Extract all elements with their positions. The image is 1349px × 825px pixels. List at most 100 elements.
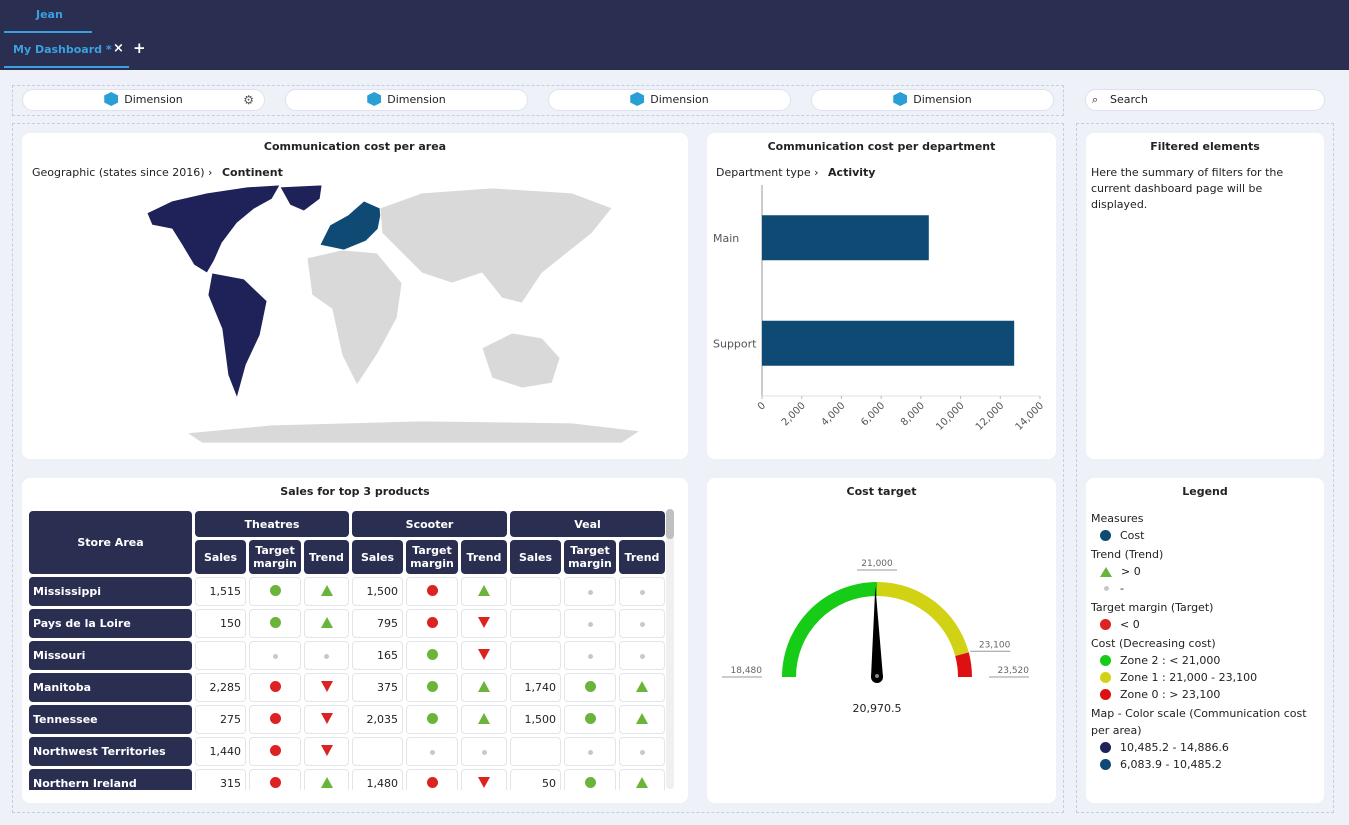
close-tab[interactable]: × [113, 41, 124, 56]
gauge-value: 20,970.5 [853, 702, 902, 715]
user-tab[interactable]: Jean [36, 8, 63, 21]
y-tick-label: Support [713, 337, 757, 350]
crumb[interactable]: Geographic (states since 2016) [32, 166, 205, 179]
gauge-zone [955, 652, 972, 677]
bar-chart: 0 2,000 4,000 6,000 8,000 10,000 12,000 14,000 M… [713, 185, 1047, 433]
gauge-label: 21,000 [861, 559, 893, 569]
cell: 315 [195, 769, 246, 790]
legend-label: Cost [1120, 529, 1145, 542]
continent-europe[interactable] [319, 200, 383, 251]
side-area [1076, 123, 1334, 813]
x-tick-label: 8,000 [899, 400, 927, 428]
row-header: Pays de la Loire [29, 609, 192, 638]
filters-text: Here the summary of filters for the curr… [1091, 166, 1284, 211]
panel-title: Communication cost per area [263, 140, 447, 153]
sub-header: Trend [304, 540, 349, 574]
scrollbar[interactable] [666, 509, 674, 789]
cell: 1,500 [352, 577, 403, 606]
top-bar: Jean My Dashboard * × + [0, 0, 1349, 70]
breadcrumb: Department type › Activity [716, 166, 876, 179]
gauge-zone [782, 582, 877, 677]
legend-swatch [1100, 530, 1111, 541]
continent-greenland[interactable] [279, 184, 323, 212]
gauge-label: 23,520 [998, 666, 1030, 676]
dimension-button[interactable]: Dimension ⚙ [22, 89, 265, 111]
gauge-label: 23,100 [979, 640, 1011, 650]
tab-underline [4, 31, 92, 33]
legend-list: Measures Cost Trend (Trend) > 0 - Target marg… [1091, 510, 1319, 773]
table-viewport: Store Area Theatres Scooter Veal Sales Targe… [26, 508, 670, 790]
legend-swatch [1100, 759, 1111, 770]
continent-north-america[interactable] [146, 184, 281, 274]
legend-swatch [1100, 566, 1112, 577]
legend-label: Zone 0 : > 23,100 [1120, 688, 1221, 701]
dimension-button[interactable]: Dimension [548, 89, 791, 111]
dimension-label: Dimension [387, 93, 446, 106]
sub-header: Sales [352, 540, 403, 574]
legend-group-title: Trend (Trend) [1091, 548, 1164, 561]
x-tick-label: 2,000 [780, 400, 808, 428]
sub-header: Sales [510, 540, 561, 574]
search-box[interactable]: ⌕ Search [1085, 89, 1325, 111]
dimension-button[interactable]: Dimension [811, 89, 1054, 111]
legend-group-title: Map - Color scale (Communication cost pe… [1091, 707, 1307, 737]
dashboard-tab[interactable]: My Dashboard * [13, 43, 112, 56]
x-tick-label: 0 [756, 400, 768, 412]
y-tick-label: Main [713, 232, 739, 245]
tab-underline [4, 66, 129, 68]
gauge-zone [877, 582, 969, 657]
cell: 795 [352, 609, 403, 638]
sub-header: Target margin [564, 540, 616, 574]
continent-asia[interactable] [379, 187, 613, 304]
panel-title: Cost target [846, 485, 917, 498]
sub-header: Trend [461, 540, 507, 574]
cell: 2,035 [352, 705, 403, 734]
panel-title: Filtered elements [1150, 140, 1260, 153]
cell: 1,480 [352, 769, 403, 790]
panel-title: Legend [1182, 485, 1228, 498]
sub-header: Sales [195, 540, 246, 574]
column-header: Veal [510, 511, 665, 537]
x-tick-label: 14,000 [1014, 400, 1047, 433]
dimension-button[interactable]: Dimension [285, 89, 528, 111]
cell: 275 [195, 705, 246, 734]
legend-swatch [1100, 619, 1111, 630]
legend-swatch [1104, 586, 1109, 591]
row-header: Northern Ireland [29, 769, 192, 790]
add-tab[interactable]: + [133, 39, 146, 57]
legend-swatch [1100, 655, 1111, 666]
x-tick-label: 12,000 [974, 400, 1007, 433]
legend-swatch [1100, 689, 1111, 700]
crumb[interactable]: Department type [716, 166, 811, 179]
legend-item: Zone 1 : 21,000 - 23,100 [1091, 669, 1319, 686]
legend-group-title: Measures [1091, 512, 1144, 525]
world-map [146, 184, 642, 444]
bar [762, 215, 929, 261]
row-header: Tennessee [29, 705, 192, 734]
gauge-panel: Cost target 18,480 21,000 23,100 23,520 20,9… [707, 478, 1056, 803]
legend-swatch [1100, 742, 1111, 753]
continent-south-america[interactable] [207, 272, 268, 400]
x-tick-label: 10,000 [934, 400, 967, 433]
legend-item: Zone 0 : > 23,100 [1091, 686, 1319, 703]
continent-antarctica[interactable] [185, 420, 642, 444]
legend-swatch [1100, 672, 1111, 683]
column-header: Store Area [29, 511, 192, 574]
dimension-label: Dimension [124, 93, 183, 106]
filters-panel: Filtered elements Here the summary of fi… [1086, 133, 1324, 459]
row-header: Missouri [29, 641, 192, 670]
legend-item: < 0 [1091, 616, 1319, 633]
continent-oceania[interactable] [481, 332, 561, 389]
legend-label: Zone 1 : 21,000 - 23,100 [1120, 671, 1258, 684]
cell: 1,740 [510, 673, 561, 702]
continent-africa[interactable] [306, 249, 403, 386]
bar-chart-panel: Communication cost per department Depart… [707, 133, 1056, 459]
x-tick-label: 6,000 [859, 400, 887, 428]
legend-item: 10,485.2 - 14,886.6 [1091, 739, 1319, 756]
cell: 1,500 [510, 705, 561, 734]
gauge: 18,480 21,000 23,100 23,520 20,970.5 [722, 559, 1030, 715]
legend-item: 6,083.9 - 10,485.2 [1091, 756, 1319, 773]
map-panel: Communication cost per area Geographic (… [22, 133, 688, 459]
cell: 50 [510, 769, 561, 790]
dimension-label: Dimension [650, 93, 709, 106]
